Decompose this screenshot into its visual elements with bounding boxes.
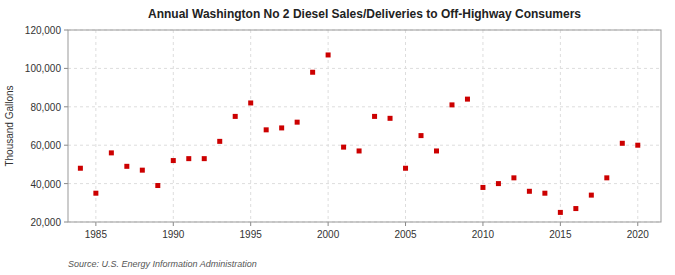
- grid-line: [405, 30, 406, 222]
- tick-mark: [64, 30, 68, 31]
- point: [93, 191, 98, 196]
- tick-mark: [560, 222, 561, 226]
- point: [186, 156, 191, 161]
- tick-mark: [64, 222, 68, 223]
- point: [233, 114, 238, 119]
- point: [341, 145, 346, 150]
- tick-label: 1985: [85, 229, 108, 240]
- point: [604, 175, 609, 180]
- grid-line: [328, 30, 329, 222]
- point: [109, 150, 114, 155]
- grid-line: [68, 145, 661, 146]
- point: [372, 114, 377, 119]
- point: [573, 206, 578, 211]
- grid-line: [482, 30, 483, 222]
- grid-line: [68, 106, 661, 107]
- tick-label: 100,000: [25, 63, 62, 74]
- point: [589, 193, 594, 198]
- point: [217, 139, 222, 144]
- point: [419, 133, 424, 138]
- point: [326, 52, 331, 57]
- tick-mark: [250, 222, 251, 226]
- grid: [68, 30, 661, 222]
- point: [279, 125, 284, 130]
- grid-line: [68, 68, 661, 69]
- tick-mark: [64, 183, 68, 184]
- point: [558, 210, 563, 215]
- chart: Annual Washington No 2 Diesel Sales/Deli…: [0, 0, 675, 275]
- point: [527, 189, 532, 194]
- tick-label: 120,000: [25, 25, 62, 36]
- point: [264, 127, 269, 132]
- source: Source: U.S. Energy Information Administ…: [68, 259, 257, 269]
- tick-mark: [95, 222, 96, 226]
- point: [124, 164, 129, 169]
- tick-label: 20,000: [30, 217, 61, 228]
- tick-label: 2010: [472, 229, 495, 240]
- point: [295, 120, 300, 125]
- tick-mark: [173, 222, 174, 226]
- tick-label: 1990: [162, 229, 185, 240]
- point: [496, 181, 501, 186]
- points: [78, 52, 640, 214]
- point: [480, 185, 485, 190]
- point: [357, 148, 362, 153]
- point: [140, 168, 145, 173]
- tick-mark: [328, 222, 329, 226]
- point: [388, 116, 393, 121]
- plot-frame: [68, 30, 661, 222]
- title: Annual Washington No 2 Diesel Sales/Deli…: [148, 7, 581, 21]
- tick-label: 2000: [317, 229, 340, 240]
- point: [635, 143, 640, 148]
- tick-mark: [64, 145, 68, 146]
- tick-label: 40,000: [30, 179, 61, 190]
- tick-label: 60,000: [30, 140, 61, 151]
- point: [511, 175, 516, 180]
- point: [248, 100, 253, 105]
- tick-label: 80,000: [30, 102, 61, 113]
- grid-line: [637, 30, 638, 222]
- point: [78, 166, 83, 171]
- point: [310, 70, 315, 75]
- axes: 20,000 40,000 60,000 80,000 100,000 120,000 19…: [25, 25, 661, 240]
- point: [155, 183, 160, 188]
- point: [434, 148, 439, 153]
- grid-line: [173, 30, 174, 222]
- point: [465, 97, 470, 102]
- tick-label: 2005: [394, 229, 417, 240]
- point: [171, 158, 176, 163]
- point: [202, 156, 207, 161]
- tick-label: 2015: [549, 229, 572, 240]
- point: [449, 102, 454, 107]
- tick-label: 2020: [627, 229, 650, 240]
- tick-mark: [64, 106, 68, 107]
- point: [620, 141, 625, 146]
- tick-mark: [405, 222, 406, 226]
- axis-label: Thousand Gallons: [4, 85, 15, 166]
- grid-line: [250, 30, 251, 222]
- tick-mark: [64, 68, 68, 69]
- grid-line: [560, 30, 561, 222]
- tick-label: 1995: [240, 229, 263, 240]
- point: [403, 166, 408, 171]
- tick-mark: [637, 222, 638, 226]
- point: [542, 191, 547, 196]
- tick-mark: [482, 222, 483, 226]
